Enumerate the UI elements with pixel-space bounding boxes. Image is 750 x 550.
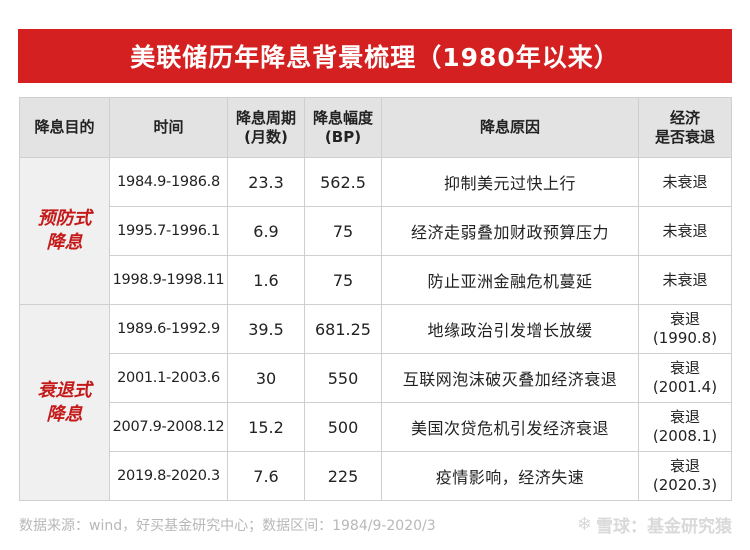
table-row: 2001.1-2003.6 30 550 互联网泡沫破灭叠加经济衰退 衰退 (2… bbox=[20, 353, 732, 403]
cell-recession-status: 衰退 bbox=[669, 408, 700, 426]
cell-recession-status: 衰退 bbox=[669, 457, 700, 475]
table-row: 2019.8-2020.3 7.6 225 疫情影响，经济失速 衰退 (2020… bbox=[20, 451, 732, 501]
cell-recession: 未衰退 bbox=[638, 255, 732, 305]
header-period-line2: (月数) bbox=[244, 127, 288, 146]
group-preventive-line2: 降息 bbox=[46, 232, 83, 253]
cell-time: 1998.9-1998.11 bbox=[109, 255, 228, 305]
cell-time: 1995.7-1996.1 bbox=[109, 206, 228, 256]
cell-bp: 681.25 bbox=[304, 304, 382, 354]
cell-recession-status: 未衰退 bbox=[662, 172, 708, 191]
cell-months: 6.9 bbox=[227, 206, 305, 256]
group-preventive: 预防式 降息 bbox=[19, 157, 110, 305]
cell-reason: 防止亚洲金融危机蔓延 bbox=[381, 255, 639, 305]
cell-recession: 衰退 (1990.8) bbox=[638, 304, 732, 354]
cell-recession: 衰退 (2008.1) bbox=[638, 402, 732, 452]
rate-cut-table: 降息目的 时间 降息周期 (月数) 降息幅度 (BP) 降息原因 经济 是否衰退… bbox=[19, 97, 732, 501]
cell-recession-date: (1990.8) bbox=[652, 329, 718, 347]
group-recession-line2: 降息 bbox=[46, 403, 83, 425]
cell-months: 23.3 bbox=[227, 157, 305, 207]
header-recession-line2: 是否衰退 bbox=[654, 127, 715, 146]
header-period-line1: 降息周期 bbox=[235, 108, 296, 127]
table-header-row: 降息目的 时间 降息周期 (月数) 降息幅度 (BP) 降息原因 经济 是否衰退 bbox=[19, 97, 732, 158]
cell-reason: 地缘政治引发增长放缓 bbox=[381, 304, 639, 354]
cell-reason: 美国次贷危机引发经济衰退 bbox=[381, 402, 639, 452]
header-purpose: 降息目的 bbox=[19, 97, 110, 158]
table-row: 1998.9-1998.11 1.6 75 防止亚洲金融危机蔓延 未衰退 bbox=[20, 255, 732, 305]
watermark: ❄ 雪球：基金研究猿 bbox=[577, 512, 732, 537]
cell-bp: 550 bbox=[304, 353, 382, 403]
page-title: 美联储历年降息背景梳理（1980年以来） bbox=[18, 29, 732, 83]
table-row: 预防式 降息 1984.9-1986.8 23.3 562.5 抑制美元过快上行… bbox=[19, 157, 732, 305]
cell-reason: 抑制美元过快上行 bbox=[381, 157, 639, 207]
snowball-icon: ❄ bbox=[576, 514, 592, 535]
cell-recession-status: 衰退 bbox=[669, 310, 700, 328]
cell-recession: 未衰退 bbox=[638, 206, 732, 256]
cell-recession-status: 未衰退 bbox=[662, 221, 708, 240]
cell-recession: 未衰退 bbox=[638, 157, 732, 207]
cell-reason: 互联网泡沫破灭叠加经济衰退 bbox=[381, 353, 639, 403]
cell-time: 1989.6-1992.9 bbox=[109, 304, 228, 354]
cell-bp: 75 bbox=[304, 206, 382, 256]
cell-time: 2007.9-2008.12 bbox=[109, 402, 228, 452]
watermark-text: 雪球：基金研究猿 bbox=[596, 517, 732, 537]
table-row: 衰退式 降息 1989.6-1992.9 39.5 681.25 地缘政治引发增… bbox=[19, 304, 732, 501]
header-magnitude: 降息幅度 (BP) bbox=[304, 97, 382, 158]
cell-months: 30 bbox=[227, 353, 305, 403]
group-recession: 衰退式 降息 bbox=[19, 304, 110, 501]
cell-reason: 疫情影响，经济失速 bbox=[381, 451, 639, 501]
group-recession-line1: 衰退式 bbox=[37, 379, 92, 401]
cell-reason: 经济走弱叠加财政预算压力 bbox=[381, 206, 639, 256]
cell-bp: 75 bbox=[304, 255, 382, 305]
cell-months: 15.2 bbox=[227, 402, 305, 452]
header-recession-line1: 经济 bbox=[669, 108, 700, 127]
cell-recession-status: 衰退 bbox=[669, 359, 700, 377]
cell-recession-date: (2001.4) bbox=[652, 378, 718, 396]
header-time: 时间 bbox=[109, 97, 228, 158]
header-recession: 经济 是否衰退 bbox=[638, 97, 732, 158]
header-magnitude-line1: 降息幅度 bbox=[312, 108, 373, 127]
table-row: 2007.9-2008.12 15.2 500 美国次贷危机引发经济衰退 衰退 … bbox=[20, 402, 732, 452]
cell-months: 39.5 bbox=[227, 304, 305, 354]
cell-recession: 衰退 (2020.3) bbox=[638, 451, 732, 501]
group-preventive-line1: 预防式 bbox=[37, 208, 92, 229]
cell-time: 2019.8-2020.3 bbox=[109, 451, 228, 501]
cell-recession-status: 未衰退 bbox=[662, 270, 708, 289]
cell-recession-date: (2008.1) bbox=[652, 427, 718, 445]
cell-recession: 衰退 (2001.4) bbox=[638, 353, 732, 403]
cell-bp: 500 bbox=[304, 402, 382, 452]
cell-bp: 225 bbox=[304, 451, 382, 501]
cell-time: 1984.9-1986.8 bbox=[109, 157, 228, 207]
cell-recession-date: (2020.3) bbox=[652, 476, 718, 494]
header-period: 降息周期 (月数) bbox=[227, 97, 305, 158]
cell-time: 2001.1-2003.6 bbox=[109, 353, 228, 403]
header-reason: 降息原因 bbox=[381, 97, 639, 158]
cell-months: 1.6 bbox=[227, 255, 305, 305]
cell-months: 7.6 bbox=[227, 451, 305, 501]
table-row: 1995.7-1996.1 6.9 75 经济走弱叠加财政预算压力 未衰退 bbox=[20, 206, 732, 256]
data-source-note: 数据来源：wind，好买基金研究中心；数据区间：1984/9-2020/3 bbox=[19, 518, 436, 534]
cell-bp: 562.5 bbox=[304, 157, 382, 207]
header-magnitude-line2: (BP) bbox=[324, 127, 362, 146]
